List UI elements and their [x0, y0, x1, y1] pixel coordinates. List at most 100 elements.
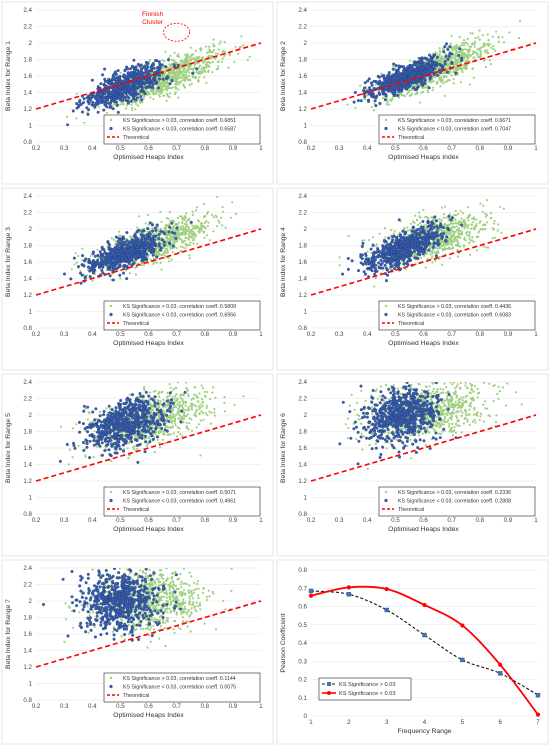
point-ks-below — [137, 241, 141, 245]
point-ks-below — [111, 74, 115, 78]
point-ks-above — [163, 83, 166, 86]
point-ks-above — [200, 222, 203, 225]
point-ks-below — [69, 277, 73, 281]
point-ks-above — [469, 54, 473, 57]
point-ks-above — [195, 209, 198, 212]
point-ks-above — [217, 52, 220, 56]
y-tick-label: 1.8 — [23, 57, 32, 64]
point-ks-below — [117, 256, 121, 260]
point-ks-below — [75, 102, 79, 106]
point-ks-above — [181, 246, 184, 249]
y-tick-label: 1.4 — [298, 276, 307, 283]
point-ks-below — [132, 58, 136, 62]
point-ks-below — [132, 97, 136, 101]
point-ks-above — [468, 83, 471, 86]
point-ks-above — [204, 63, 208, 66]
point-ks-above — [485, 43, 488, 46]
point-ks-above — [440, 61, 443, 65]
point-ks-above — [458, 51, 461, 54]
point-ks-below — [82, 97, 86, 101]
point-ks-above — [175, 240, 179, 243]
point-ks-above — [180, 60, 183, 63]
point-ks-below — [393, 86, 397, 90]
point-ks-above — [484, 49, 487, 52]
point-ks-below — [418, 73, 422, 77]
point-ks-above — [177, 96, 180, 99]
point-ks-above — [183, 233, 186, 236]
point-ks-below — [111, 107, 115, 111]
point-ks-above — [174, 83, 178, 86]
point-ks-above — [183, 77, 186, 80]
point-ks-above — [175, 246, 178, 250]
point-ks-above — [441, 78, 444, 82]
point-ks-above — [219, 40, 222, 43]
point-ks-below — [458, 47, 462, 51]
point-ks-below — [100, 93, 104, 97]
point-ks-above — [91, 279, 94, 282]
point-ks-above — [366, 250, 369, 253]
x-tick-label: 0.5 — [391, 145, 400, 152]
point-ks-above — [454, 69, 457, 73]
x-tick-label: 0.4 — [363, 331, 372, 338]
point-ks-above — [227, 66, 230, 69]
point-ks-below — [405, 71, 409, 75]
point-ks-below — [134, 237, 138, 241]
point-ks-below — [427, 86, 431, 90]
legend-label: KS Significance > 0.03, correlation coef… — [123, 118, 236, 124]
point-ks-above — [209, 62, 212, 65]
point-ks-above — [223, 54, 226, 58]
point-ks-above — [450, 34, 453, 37]
point-ks-above — [167, 95, 170, 98]
point-ks-above — [163, 250, 166, 253]
point-ks-above — [487, 39, 490, 42]
point-ks-above — [154, 249, 158, 252]
point-ks-above — [118, 230, 121, 233]
point-ks-below — [150, 238, 154, 242]
point-ks-above — [347, 235, 350, 238]
point-ks-below — [395, 69, 399, 73]
point-ks-above — [184, 242, 187, 246]
point-ks-below — [85, 96, 89, 100]
point-ks-above — [374, 83, 377, 86]
point-ks-below — [428, 77, 432, 81]
point-ks-below — [120, 256, 124, 260]
x-tick-label: 0.6 — [419, 145, 428, 152]
y-tick-label: 1.2 — [298, 106, 307, 113]
legend-label: KS Significance > 0.03, correlation coef… — [398, 118, 511, 124]
point-ks-above — [432, 80, 435, 83]
point-ks-above — [128, 272, 131, 275]
point-ks-below — [161, 77, 165, 81]
point-ks-above — [138, 231, 141, 234]
point-ks-above — [208, 239, 211, 242]
point-ks-above — [158, 253, 161, 256]
point-ks-below — [79, 271, 83, 275]
point-ks-above — [179, 225, 182, 228]
point-ks-below — [422, 71, 426, 75]
point-ks-below — [114, 70, 118, 74]
point-ks-above — [181, 217, 184, 221]
point-ks-above — [217, 219, 220, 222]
point-ks-above — [502, 41, 506, 44]
point-ks-below — [72, 256, 76, 260]
point-ks-above — [171, 251, 174, 254]
point-ks-above — [197, 220, 201, 223]
point-ks-above — [391, 97, 394, 100]
point-ks-above — [194, 224, 197, 227]
point-ks-above — [397, 96, 401, 99]
point-ks-below — [138, 64, 142, 68]
point-ks-above — [161, 85, 164, 88]
point-ks-above — [474, 36, 477, 40]
point-ks-below — [170, 221, 174, 225]
point-ks-below — [146, 78, 150, 82]
point-ks-above — [223, 41, 226, 44]
point-ks-below — [384, 94, 388, 98]
point-ks-below — [83, 259, 87, 263]
point-ks-below — [111, 263, 115, 267]
point-ks-below — [363, 95, 367, 99]
point-ks-above — [165, 241, 168, 244]
point-ks-above — [147, 213, 150, 216]
point-ks-above — [188, 56, 191, 59]
point-ks-above — [359, 84, 362, 87]
x-tick-label: 0.5 — [116, 145, 125, 152]
